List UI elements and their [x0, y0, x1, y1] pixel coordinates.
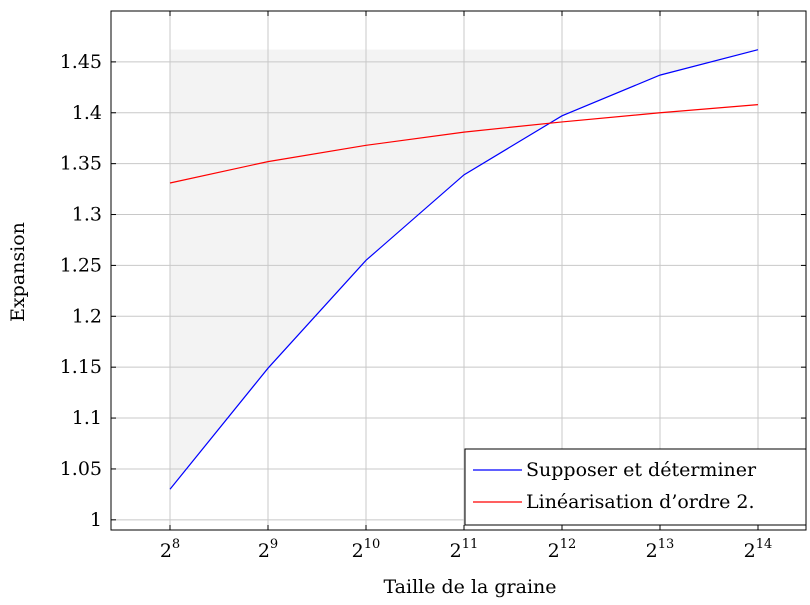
x-tick-label: 212 — [548, 537, 577, 562]
legend-label-1: Supposer et déterminer — [526, 459, 757, 481]
y-tick-label: 1.3 — [72, 204, 102, 226]
x-tick-label: 210 — [352, 537, 381, 562]
legend-box — [464, 448, 807, 526]
x-tick-label: 213 — [646, 537, 675, 562]
legend: Supposer et déterminer Linéarisation d’or… — [464, 448, 807, 526]
y-tick-label: 1.35 — [60, 153, 102, 175]
y-tick-label: 1.15 — [60, 356, 102, 378]
x-tick-label: 29 — [258, 537, 278, 562]
y-axis-label: Expansion — [7, 222, 29, 322]
y-tick-label: 1.25 — [60, 254, 102, 276]
x-axis-label: Taille de la graine — [383, 576, 556, 598]
plot-frame — [110, 10, 807, 531]
y-tick-label: 1.2 — [72, 305, 102, 327]
legend-label-2: Linéarisation d’ordre 2. — [526, 491, 755, 513]
y-tick-label: 1 — [90, 509, 102, 531]
y-tick-label: 1.4 — [72, 102, 102, 124]
x-tick-label: 211 — [450, 537, 479, 562]
x-tick-label: 214 — [744, 537, 773, 562]
y-tick-label: 1.1 — [72, 407, 102, 429]
shaded-region — [170, 49, 758, 490]
y-tick-label: 1.45 — [60, 51, 102, 73]
y-tick-label: 1.05 — [60, 458, 102, 480]
x-tick-label: 28 — [160, 537, 180, 562]
